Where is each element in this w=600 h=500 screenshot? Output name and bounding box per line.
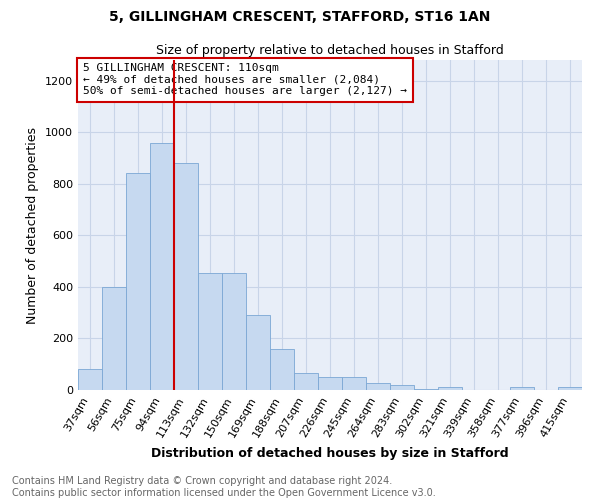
Bar bbox=[438, 388, 462, 390]
Bar bbox=[390, 386, 414, 390]
Bar bbox=[366, 383, 390, 390]
Y-axis label: Number of detached properties: Number of detached properties bbox=[26, 126, 40, 324]
X-axis label: Distribution of detached houses by size in Stafford: Distribution of detached houses by size … bbox=[151, 447, 509, 460]
Bar bbox=[246, 315, 270, 390]
Bar bbox=[78, 370, 102, 390]
Text: Contains HM Land Registry data © Crown copyright and database right 2024.
Contai: Contains HM Land Registry data © Crown c… bbox=[12, 476, 436, 498]
Bar bbox=[414, 388, 438, 390]
Bar bbox=[270, 349, 294, 390]
Bar bbox=[126, 174, 150, 390]
Bar bbox=[222, 272, 246, 390]
Bar bbox=[294, 373, 318, 390]
Bar bbox=[150, 142, 174, 390]
Bar bbox=[198, 272, 222, 390]
Bar bbox=[318, 377, 342, 390]
Bar bbox=[342, 377, 366, 390]
Bar bbox=[510, 388, 534, 390]
Text: 5, GILLINGHAM CRESCENT, STAFFORD, ST16 1AN: 5, GILLINGHAM CRESCENT, STAFFORD, ST16 1… bbox=[109, 10, 491, 24]
Bar bbox=[102, 287, 126, 390]
Bar bbox=[558, 388, 582, 390]
Bar bbox=[174, 163, 198, 390]
Text: 5 GILLINGHAM CRESCENT: 110sqm
← 49% of detached houses are smaller (2,084)
50% o: 5 GILLINGHAM CRESCENT: 110sqm ← 49% of d… bbox=[83, 64, 407, 96]
Title: Size of property relative to detached houses in Stafford: Size of property relative to detached ho… bbox=[156, 44, 504, 58]
